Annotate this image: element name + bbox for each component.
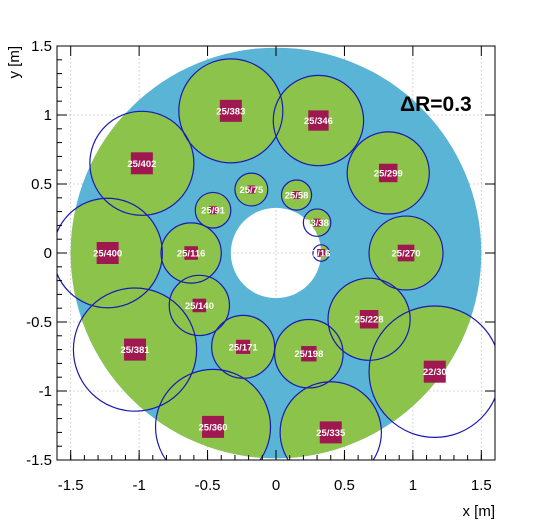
cluster-seed-13: [359, 310, 379, 329]
cluster-label-13: 25/228: [355, 315, 384, 326]
cluster-label-15: 25/171: [229, 342, 259, 353]
y-tick-label-3: 0: [44, 245, 52, 262]
cluster-label-3: 25/299: [374, 168, 403, 179]
x-tick-labels: -1.5 -1 -0.5 0 0.5 1 1.5: [58, 477, 492, 494]
x-tick-label-5: 1: [409, 477, 417, 494]
delta-r-annotation: ΔR=0.3: [400, 93, 472, 116]
cluster-seed-8: [96, 242, 119, 264]
cluster-label-19: 25/335: [316, 428, 346, 439]
cluster-circle-17: [368, 305, 495, 438]
cluster-circle-19: [279, 381, 382, 460]
y-tick-label-0: -1.5: [26, 452, 52, 469]
cluster-label-2: 25/402: [127, 159, 156, 170]
y-tick-label-1: -1: [39, 383, 52, 400]
cluster-label-1: 25/346: [304, 116, 333, 127]
cluster-labels: 25/383 25/346 25/402 25/299 25/75 25/58 25/91 2…: [93, 106, 447, 439]
y-tick-label-6: 1.5: [31, 38, 52, 55]
y-tick-label-2: -0.5: [26, 314, 52, 331]
cluster-seed-19: [319, 421, 342, 444]
cluster-circle-18: [154, 368, 272, 460]
cluster-circle-6: [194, 191, 232, 229]
cluster-label-18: 25/360: [199, 422, 228, 433]
cluster-circle-9: [160, 222, 222, 284]
cluster-circle-14: [72, 287, 198, 412]
axis-ticks: [56, 45, 496, 461]
cluster-seed-6: [209, 206, 218, 215]
cluster-seed-3: [378, 163, 398, 183]
x-tick-label-3: 0: [272, 477, 280, 494]
cluster-circle-4: [234, 172, 269, 207]
cluster-label-9: 25/116: [177, 249, 206, 260]
cluster-seed-7: [313, 218, 322, 227]
cluster-circle-2: [89, 110, 195, 216]
cluster-label-11: 25/270: [392, 249, 421, 260]
cluster-label-7: 23/38: [305, 218, 329, 229]
cluster-label-0: 25/383: [216, 106, 245, 117]
cluster-label-6: 25/91: [201, 206, 225, 217]
x-tick-label-4: 0.5: [334, 477, 355, 494]
cluster-label-17: 22/30: [423, 367, 447, 378]
cluster-seed-0: [219, 99, 242, 122]
cluster-circle-16: [274, 318, 344, 389]
cluster-circle-3: [346, 131, 430, 215]
y-tick-label-4: 0.5: [31, 176, 52, 193]
cluster-circle-7: [302, 208, 332, 237]
cluster-seed-15: [236, 339, 251, 354]
cluster-label-5: 25/58: [285, 191, 309, 202]
x-tick-label-6: 1.5: [471, 477, 492, 494]
y-tick-labels: -1.5 -1 -0.5 0 0.5 1 1.5: [26, 38, 52, 469]
x-axis-title: x [m]: [463, 503, 496, 520]
cluster-seed-16: [301, 346, 317, 362]
cluster-circle-0: [178, 58, 284, 164]
cluster-seed-9: [184, 246, 198, 260]
cluster-seed-18: [202, 415, 225, 438]
cluster-label-16: 25/198: [294, 349, 323, 360]
cluster-circle-13: [327, 277, 411, 361]
cluster-circle-10: [312, 244, 330, 262]
cluster-label-12: 25/140: [185, 301, 214, 312]
cluster-seed-10: [317, 249, 326, 257]
cluster-circle-5: [280, 179, 313, 211]
cluster-seed-12: [192, 298, 207, 313]
cluster-label-10: 7/16: [312, 249, 331, 260]
cluster-seed-4: [247, 185, 256, 194]
cluster-seed-11: [397, 244, 415, 262]
x-tick-label-2: -0.5: [195, 477, 221, 494]
cluster-seed-17: [423, 360, 446, 383]
cluster-circle-1: [272, 74, 365, 167]
cluster-circle-11: [368, 215, 444, 291]
x-tick-label-0: -1.5: [58, 477, 84, 494]
cluster-seeds: [96, 99, 446, 444]
y-axis-title: y [m]: [6, 46, 23, 79]
cluster-label-4: 25/75: [239, 185, 263, 196]
cluster-label-8: 25/400: [93, 249, 122, 260]
x-tick-label-1: -1: [132, 477, 145, 494]
cluster-seed-14: [124, 338, 147, 361]
cluster-circle-8: [57, 197, 163, 309]
cluster-label-14: 25/381: [120, 345, 150, 356]
cluster-circles: [57, 58, 495, 460]
cluster-seed-2: [130, 152, 153, 175]
cluster-seed-1: [308, 110, 329, 131]
y-tick-label-5: 1: [44, 107, 52, 124]
cluster-seed-5: [292, 191, 301, 200]
cluster-circle-12: [168, 274, 231, 337]
